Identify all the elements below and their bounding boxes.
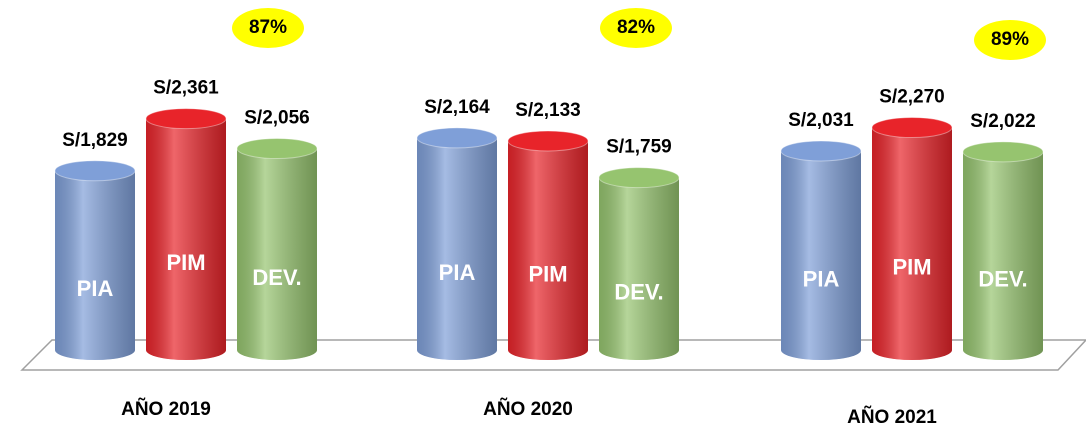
bar-series-label: PIA (803, 266, 840, 291)
bar-cap (145, 108, 227, 130)
bar-cap (962, 141, 1044, 163)
value-label: S/2,031 (788, 110, 854, 131)
value-label: S/1,759 (606, 137, 672, 158)
percent-badge (232, 8, 304, 48)
bar-cap (507, 130, 589, 152)
bar-series-label: PIM (892, 255, 931, 280)
value-label: S/2,164 (424, 97, 490, 118)
bar-cap (236, 138, 318, 160)
bar-shade (599, 177, 679, 360)
value-label: S/2,361 (153, 78, 219, 99)
x-tick-label: AÑO 2019 (121, 398, 211, 420)
bar-cap (871, 117, 953, 139)
bar-cap (598, 167, 680, 189)
bar-series-label: DEV. (978, 267, 1027, 292)
bar-series-label: PIA (439, 260, 476, 285)
value-label: S/2,022 (970, 111, 1036, 132)
bar-shade (872, 127, 952, 360)
bar-shade (237, 148, 317, 360)
bar-series-label: DEV. (252, 265, 301, 290)
value-label: S/2,133 (515, 100, 581, 121)
bar-cap (416, 127, 498, 149)
value-label: S/2,270 (879, 87, 945, 108)
bar-shade (146, 118, 226, 360)
percent-badge (600, 8, 672, 48)
x-tick-label: AÑO 2020 (483, 398, 573, 420)
value-label: S/1,829 (62, 130, 128, 151)
percent-label: 82% (617, 17, 655, 38)
bar-series-label: DEV. (614, 280, 663, 305)
bar-shade (781, 150, 861, 360)
percent-label: 89% (991, 29, 1029, 50)
bar-cap (54, 160, 136, 182)
bar-series-label: PIM (528, 261, 567, 286)
percent-label: 87% (249, 17, 287, 38)
x-tick-label: AÑO 2021 (847, 406, 937, 428)
bar-cap (780, 140, 862, 162)
bar-shade (508, 140, 588, 360)
percent-badge (974, 20, 1046, 60)
bar-shade (417, 137, 497, 360)
value-label: S/2,056 (244, 108, 310, 129)
bar-shade (55, 170, 135, 360)
bar-series-label: PIM (166, 250, 205, 275)
bar-series-label: PIA (77, 276, 114, 301)
bar-shade (963, 151, 1043, 360)
